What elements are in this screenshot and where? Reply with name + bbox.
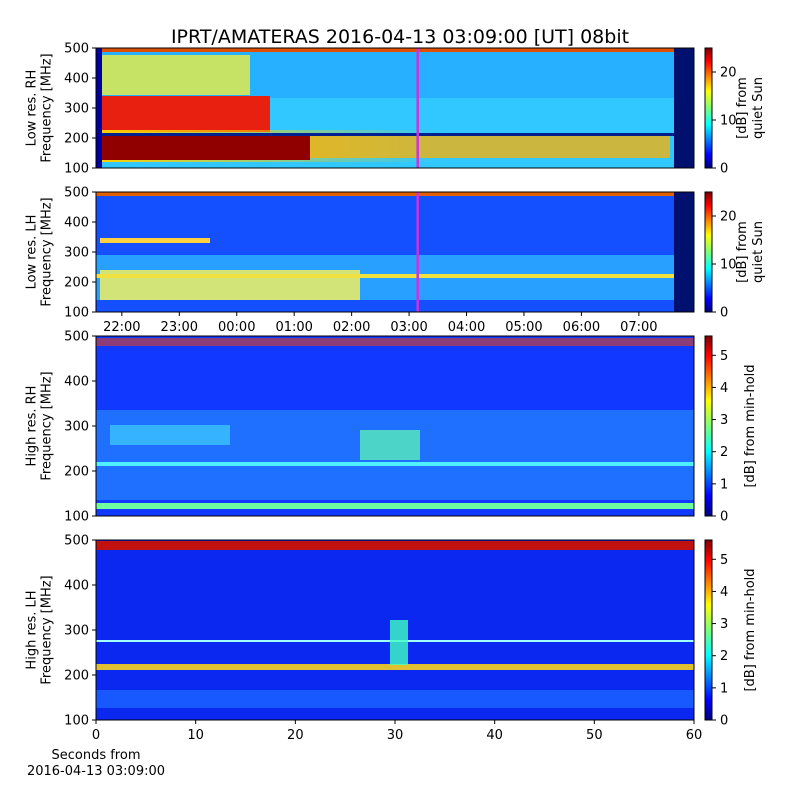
- y-tick-label: 100: [64, 306, 89, 321]
- colorbar-tick-label: 20: [720, 66, 737, 81]
- x-tick-label: 04:00: [448, 320, 485, 335]
- x-axis-label: Seconds from: [51, 748, 140, 763]
- spectrogram-image: [96, 48, 694, 168]
- y-tick-label: 400: [64, 216, 89, 231]
- colorbar-tick-label: 5: [720, 553, 728, 568]
- x-tick-label: 00:00: [218, 320, 255, 335]
- colorbar-label: [dB] from min-hold: [743, 364, 758, 487]
- colorbar: [704, 335, 713, 517]
- colorbar-label: [dB] from: [735, 221, 750, 283]
- y-tick-label: 200: [64, 276, 89, 291]
- x-tick-label: 02:00: [333, 320, 370, 335]
- y-tick-label: 100: [64, 510, 89, 525]
- colorbar-tick-label: 3: [720, 617, 728, 632]
- x-tick-label: 20: [287, 728, 304, 743]
- y-tick-label: 500: [64, 534, 89, 549]
- x-tick-label: 01:00: [275, 320, 312, 335]
- colorbar-tick-label: 4: [720, 381, 728, 396]
- y-tick-label: 300: [64, 420, 89, 435]
- y-axis-label: High res. RH: [25, 386, 40, 467]
- colorbar-label: [dB] from min-hold: [743, 568, 758, 691]
- colorbar-tick-label: 0: [720, 162, 728, 177]
- x-tick-label: 50: [586, 728, 603, 743]
- y-tick-label: 300: [64, 102, 89, 117]
- colorbar-tick-label: 10: [720, 114, 737, 129]
- y-axis-label: Frequency [MHz]: [40, 575, 55, 684]
- y-tick-label: 300: [64, 246, 89, 261]
- spectrogram-image: [96, 192, 694, 312]
- colorbar-tick-label: 20: [720, 210, 737, 225]
- colorbar-tick-label: 4: [720, 585, 728, 600]
- y-axis-label: Frequency [MHz]: [40, 197, 55, 306]
- y-tick-label: 400: [64, 579, 89, 594]
- colorbar-tick-label: 1: [720, 681, 728, 696]
- x-tick-label: 40: [486, 728, 503, 743]
- y-axis-label: Frequency [MHz]: [40, 371, 55, 480]
- spectrogram-image: [96, 336, 694, 516]
- x-tick-label: 0: [92, 728, 100, 743]
- y-tick-label: 500: [64, 42, 89, 57]
- y-tick-label: 200: [64, 465, 89, 480]
- spectrogram-image: [96, 540, 694, 720]
- colorbar-label: quiet Sun: [751, 77, 766, 139]
- y-axis-label: Low res. LH: [25, 215, 40, 290]
- y-axis-label: High res. LH: [25, 590, 40, 669]
- colorbar: [704, 539, 713, 721]
- chart-title: IPRT/AMATERAS 2016-04-13 03:09:00 [UT] 0…: [171, 26, 629, 48]
- y-tick-label: 400: [64, 72, 89, 87]
- colorbar-tick-label: 10: [720, 258, 737, 273]
- colorbar-tick-label: 2: [720, 445, 728, 460]
- colorbar-tick-label: 3: [720, 413, 728, 428]
- y-tick-label: 400: [64, 375, 89, 390]
- x-tick-label: 06:00: [563, 320, 600, 335]
- colorbar-tick-label: 2: [720, 649, 728, 664]
- colorbar-tick-label: 5: [720, 349, 728, 364]
- y-tick-label: 100: [64, 162, 89, 177]
- x-tick-label: 30: [387, 728, 404, 743]
- x-tick-label: 23:00: [161, 320, 198, 335]
- colorbar: [704, 47, 713, 169]
- colorbar-tick-label: 0: [720, 306, 728, 321]
- y-tick-label: 500: [64, 186, 89, 201]
- x-tick-label: 22:00: [103, 320, 140, 335]
- colorbar-label: quiet Sun: [751, 221, 766, 283]
- colorbar: [704, 191, 713, 313]
- y-tick-label: 100: [64, 714, 89, 729]
- y-tick-label: 200: [64, 669, 89, 684]
- x-tick-label: 05:00: [505, 320, 542, 335]
- colorbar-tick-label: 0: [720, 510, 728, 525]
- x-tick-label: 03:00: [390, 320, 427, 335]
- x-tick-label: 07:00: [620, 320, 657, 335]
- y-axis-label: Frequency [MHz]: [40, 53, 55, 162]
- colorbar-tick-label: 0: [720, 714, 728, 729]
- y-tick-label: 500: [64, 330, 89, 345]
- y-tick-label: 200: [64, 132, 89, 147]
- y-axis-label: Low res. RH: [25, 70, 40, 147]
- x-axis-label: 2016-04-13 03:09:00: [27, 764, 165, 779]
- y-tick-label: 300: [64, 624, 89, 639]
- x-tick-label: 60: [686, 728, 703, 743]
- x-tick-label: 10: [187, 728, 204, 743]
- colorbar-label: [dB] from: [735, 77, 750, 139]
- colorbar-tick-label: 1: [720, 477, 728, 492]
